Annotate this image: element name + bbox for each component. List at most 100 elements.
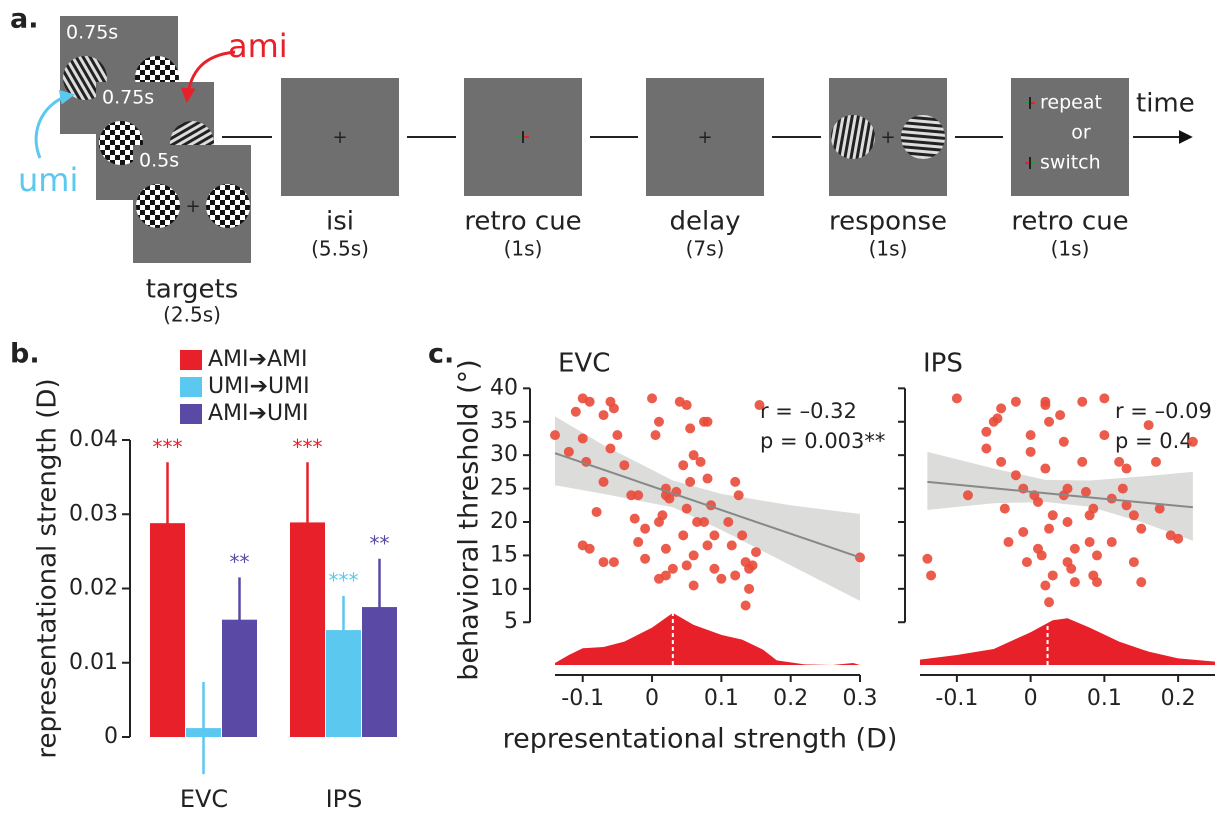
scatter-point	[996, 456, 1007, 467]
bar	[326, 630, 361, 737]
scatter-point	[1088, 503, 1099, 514]
fixation: +	[185, 196, 200, 217]
scatter-point	[650, 430, 661, 441]
regression-line	[554, 452, 861, 559]
screen-label: targets	[146, 275, 239, 305]
scatter-point	[660, 543, 671, 554]
x-tick-label: 0.1	[704, 686, 739, 711]
screen-duration: (7s)	[686, 237, 725, 261]
scatter-point	[744, 583, 755, 594]
scatter-point	[626, 490, 637, 501]
scatter-point	[992, 413, 1003, 424]
scatter-point	[570, 406, 581, 417]
ami-label: ami	[228, 27, 288, 65]
screen	[281, 78, 399, 196]
scatter-point	[926, 570, 937, 581]
y-tick-label: 25	[490, 476, 518, 501]
scatter-point	[608, 557, 619, 568]
scatter-point	[1080, 486, 1091, 497]
scatter-point	[737, 530, 748, 541]
bar	[362, 607, 397, 737]
scatter-point	[1040, 463, 1051, 474]
scatter-point	[608, 403, 619, 414]
y-axis-label: representational strength (D)	[33, 378, 63, 758]
scatter-point	[1062, 516, 1073, 527]
significance: ***	[329, 568, 359, 592]
scatter-point	[723, 516, 734, 527]
scatter-point	[1044, 523, 1055, 534]
scatter-point	[563, 446, 574, 457]
scatter-point	[1069, 577, 1080, 588]
panel-label: c.	[428, 339, 454, 370]
scatter-point	[1036, 550, 1047, 561]
panel-a: a. time 0.75s 0.75s + 0.5s ami umi targe…	[10, 4, 1195, 327]
scatter-point	[702, 540, 713, 551]
checkerboard	[136, 184, 180, 228]
scatter-point	[1040, 580, 1051, 591]
scatter-point	[1040, 400, 1051, 411]
scatter-point	[653, 416, 664, 427]
checkerboard	[99, 121, 143, 165]
scatter-point	[709, 563, 720, 574]
checkerboard	[206, 184, 250, 228]
scatter-point	[1025, 446, 1036, 457]
scatter-point	[1058, 436, 1069, 447]
scatter-point	[996, 403, 1007, 414]
frame-duration: 0.75s	[66, 22, 118, 44]
scatter-point	[1084, 537, 1095, 548]
scatter-point	[629, 513, 640, 524]
scatter-point	[1077, 456, 1088, 467]
scatter-point	[751, 547, 762, 558]
x-tick-label: 0.2	[1161, 686, 1196, 711]
annotation: p = 0.003**	[760, 429, 885, 453]
screen-duration: (5.5s)	[311, 237, 369, 261]
significance: ***	[153, 435, 183, 459]
screen-label: retro cue	[1011, 207, 1128, 237]
scatter-point	[1077, 396, 1088, 407]
screen-duration: (1s)	[869, 237, 908, 261]
scatter-point	[1151, 456, 1161, 467]
scatter-point	[695, 456, 706, 467]
scatter-point	[577, 433, 588, 444]
annotation: r = –0.32	[760, 399, 857, 423]
y-tick-label: 0.01	[69, 650, 118, 675]
scatter-point	[692, 516, 703, 527]
y-tick-label: 20	[490, 509, 518, 534]
scatter-point	[633, 537, 644, 548]
x-tick-label: 0.1	[1087, 686, 1122, 711]
screen-label: response	[829, 207, 947, 237]
panel-label: a.	[10, 4, 38, 35]
scatter-point	[702, 473, 713, 484]
regression-line	[927, 480, 1193, 509]
legend-label: AMI➔UMI	[208, 401, 309, 426]
scatter-point	[740, 600, 751, 611]
scatter-point	[716, 573, 727, 584]
screen-duration: (1s)	[1051, 237, 1090, 261]
scatter-point	[1092, 550, 1102, 561]
x-tick-label: 0.2	[773, 686, 808, 711]
scatter-point	[633, 490, 644, 501]
annotation: r = –0.09	[1115, 399, 1212, 423]
scatter-point	[681, 503, 692, 514]
scatter-point	[688, 580, 699, 591]
scatter-point	[598, 557, 609, 568]
y-tick-label: 10	[490, 576, 518, 601]
scatter-point	[709, 530, 720, 541]
y-tick-label: 15	[490, 542, 518, 567]
scatter-point	[1010, 470, 1021, 481]
screen-duration: (1s)	[504, 237, 543, 261]
scatter-point	[653, 516, 664, 527]
umi-arrow	[34, 89, 75, 159]
screen-label: isi	[326, 207, 354, 237]
scatter-point	[647, 393, 658, 404]
scatter-point	[1044, 597, 1055, 608]
scatter-point	[688, 550, 699, 561]
scatter-point	[688, 450, 699, 461]
x-tick-label: IPS	[326, 785, 363, 813]
x-tick-label: 0	[1024, 686, 1038, 711]
fixation: +	[332, 127, 347, 148]
annotation: p = 0.4	[1115, 429, 1193, 453]
scatter-point	[1136, 523, 1147, 534]
subplot-title: EVC	[558, 349, 610, 379]
y-tick-label: 35	[490, 409, 518, 434]
